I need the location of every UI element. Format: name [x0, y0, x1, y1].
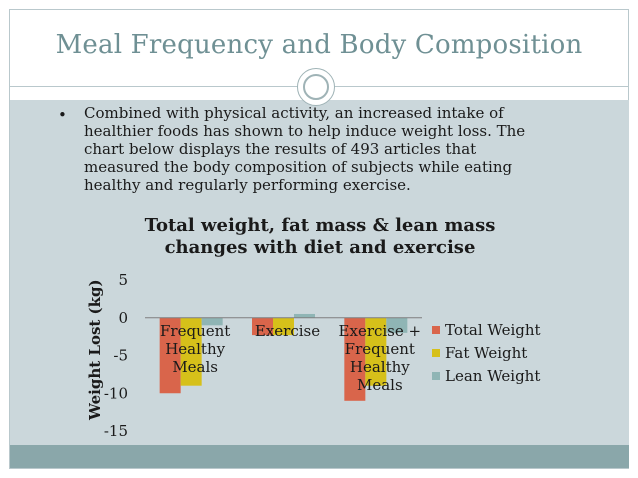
- y-tick-label: -5: [113, 347, 128, 365]
- footer-band: [10, 445, 629, 468]
- legend-swatch: [432, 349, 440, 357]
- content-area: [10, 100, 629, 445]
- circle-ornament-icon: [297, 68, 335, 106]
- legend-label: Fat Weight: [445, 344, 528, 362]
- legend-item: Fat Weight: [432, 343, 541, 366]
- x-category-label: Exercise: [255, 322, 320, 340]
- bar-fat-weight: [273, 317, 294, 336]
- slide-title: Meal Frequency and Body Composition: [55, 30, 583, 60]
- x-category-label: Exercise +: [339, 322, 422, 340]
- x-category-label: Meals: [172, 358, 218, 376]
- chart-legend: Total Weight Fat Weight Lean Weight: [432, 320, 541, 389]
- legend-item: Total Weight: [432, 320, 541, 343]
- legend-label: Total Weight: [445, 321, 541, 339]
- bar-fat-weight: [180, 317, 202, 386]
- legend-swatch: [432, 326, 440, 334]
- x-category-label: Healthy: [350, 358, 410, 376]
- y-tick-label: -10: [104, 384, 128, 402]
- x-category-label: Frequent: [345, 340, 415, 358]
- y-tick-label: -15: [104, 422, 128, 440]
- bullet-text: Combined with physical activity, an incr…: [84, 104, 526, 194]
- legend-swatch: [432, 372, 440, 380]
- bar-lean-weight: [294, 313, 315, 318]
- bar-lean-weight: [386, 317, 408, 333]
- legend-label: Lean Weight: [445, 367, 541, 385]
- bullet-marker: •: [58, 106, 67, 124]
- x-category-label: Meals: [357, 376, 403, 394]
- bar-total-weight: [252, 317, 273, 336]
- x-category-label: Healthy: [165, 340, 225, 358]
- bar-fat-weight: [365, 317, 387, 386]
- bar-total-weight: [344, 317, 366, 401]
- legend-item: Lean Weight: [432, 366, 541, 389]
- inner-ring: [303, 74, 329, 100]
- y-tick-label: 0: [118, 309, 128, 327]
- chart-title: Total weight, fat mass & lean mass chang…: [144, 215, 496, 258]
- y-tick-label: 5: [118, 271, 128, 289]
- bar-total-weight: [159, 317, 181, 394]
- bar-lean-weight: [201, 317, 223, 326]
- x-category-label: Frequent: [160, 322, 230, 340]
